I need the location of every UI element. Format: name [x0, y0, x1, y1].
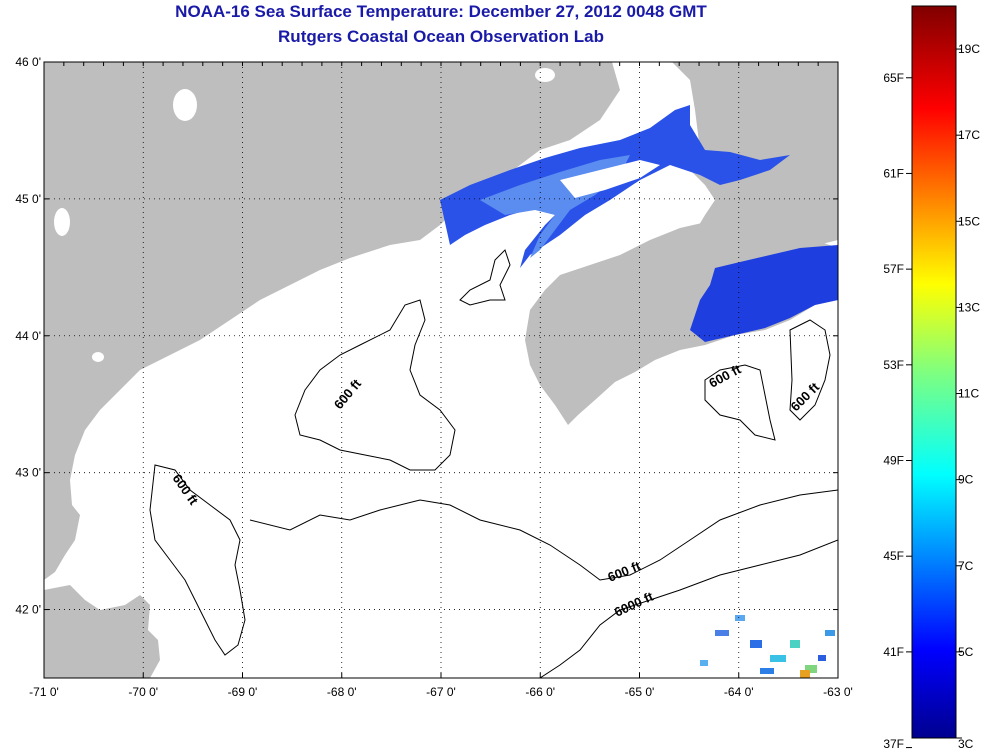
- celsius-label: 11C: [958, 387, 979, 401]
- land-island: [54, 208, 70, 236]
- fahrenheit-label: 49F: [883, 454, 904, 468]
- land-island: [173, 89, 197, 121]
- colorbar: [911, 5, 957, 739]
- longitude-tick-label: -67 0': [426, 685, 456, 699]
- celsius-label: 19C: [958, 42, 980, 56]
- contour-6000ft: [539, 539, 838, 678]
- contour-600ft-georges: [249, 489, 838, 581]
- celsius-label: 15C: [958, 214, 980, 228]
- longitude-tick-label: -66 0': [525, 685, 555, 699]
- celsius-label: 17C: [958, 128, 980, 142]
- map-subtitle: Rutgers Coastal Ocean Observation Lab: [278, 27, 604, 46]
- sst-scattered-pixels: [700, 615, 835, 678]
- cloud-minas-basin: [560, 160, 660, 198]
- longitude-tick-label: -64 0': [724, 685, 754, 699]
- land-island: [92, 352, 104, 362]
- fahrenheit-label: 45F: [883, 549, 904, 563]
- latitude-tick-label: 44 0': [15, 329, 41, 343]
- longitude-tick-label: -69 0': [228, 685, 258, 699]
- celsius-label: 3C: [958, 737, 974, 751]
- colorbar-fahrenheit-labels: 65F 61F 57F 53F 49F 45F 41F 37F: [883, 71, 912, 751]
- fahrenheit-label: 37F: [883, 737, 904, 751]
- latitude-axis: 46 0' 45 0' 44 0' 43 0' 42 0': [15, 55, 41, 617]
- contour-600ft-nova-scotia: [704, 364, 776, 441]
- celsius-label: 7C: [958, 559, 974, 573]
- land-island: [535, 68, 555, 82]
- longitude-tick-label: -65 0': [625, 685, 655, 699]
- longitude-tick-label: -63 0': [823, 685, 853, 699]
- map-title: NOAA-16 Sea Surface Temperature: Decembe…: [175, 2, 707, 21]
- sst-scotian-shelf-north: [690, 245, 838, 342]
- fahrenheit-label: 61F: [883, 166, 904, 180]
- map-frame: [43, 61, 839, 679]
- celsius-label: 13C: [958, 300, 980, 314]
- fahrenheit-label: 41F: [883, 645, 904, 659]
- land-maine-new-brunswick: [44, 62, 838, 580]
- fahrenheit-label: 65F: [883, 71, 904, 85]
- contour-600ft-east: [789, 319, 831, 421]
- longitude-tick-label: -70 0': [128, 685, 158, 699]
- latitude-tick-label: 43 0': [15, 466, 41, 480]
- fahrenheit-label: 53F: [883, 358, 904, 372]
- longitude-tick-label: -71 0': [29, 685, 59, 699]
- contour-600ft-gulf-of-maine: [149, 464, 246, 656]
- fahrenheit-label: 57F: [883, 262, 904, 276]
- latitude-tick-label: 42 0': [15, 603, 41, 617]
- latitude-tick-label: 46 0': [15, 55, 41, 69]
- contour-600ft-inner: [294, 299, 456, 471]
- bathymetry-contours: [149, 249, 838, 678]
- celsius-label: 9C: [958, 473, 974, 487]
- contour-ridge: [459, 249, 511, 306]
- longitude-axis: -71 0' -70 0' -69 0' -68 0' -67 0' -66 0' -65 …: [29, 685, 853, 699]
- latitude-tick-label: 45 0': [15, 192, 41, 206]
- land-cape-cod: [44, 585, 160, 678]
- colorbar-celsius-labels: 19C 17C 15C 13C 11C 9C 7C 5C 3C: [956, 42, 980, 751]
- celsius-label: 5C: [958, 645, 974, 659]
- longitude-tick-label: -68 0': [327, 685, 357, 699]
